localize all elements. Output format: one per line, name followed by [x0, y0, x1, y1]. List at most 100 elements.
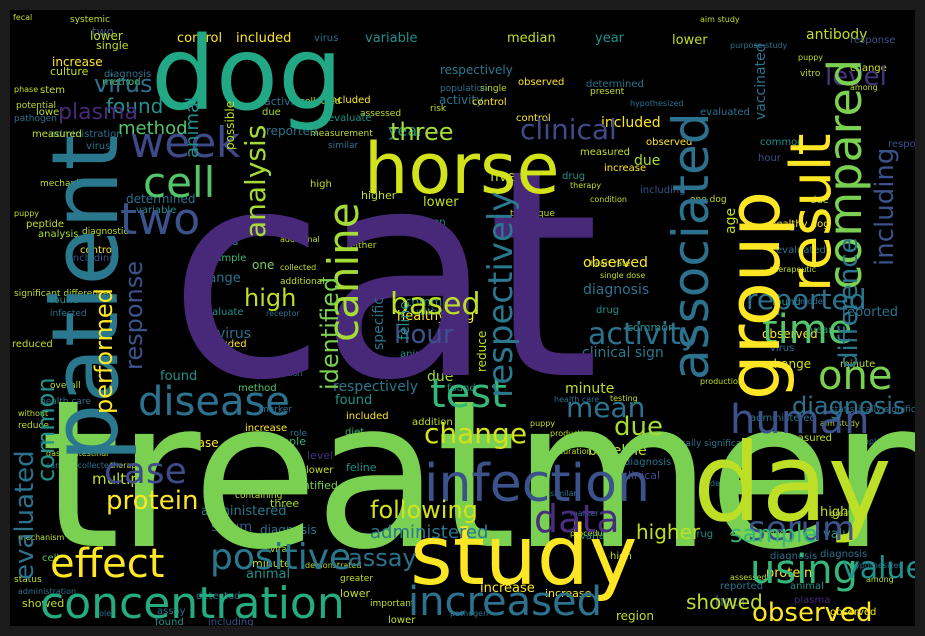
word: one: [252, 258, 275, 272]
word: healthy dog: [770, 219, 830, 230]
word: variable: [136, 205, 177, 216]
word: collected: [280, 263, 317, 272]
word: puppy: [798, 53, 824, 62]
word: either: [350, 241, 377, 251]
word: pathogen: [450, 609, 489, 618]
word: common: [405, 295, 458, 309]
word-activity: activity: [588, 317, 699, 352]
word-two: two: [120, 194, 201, 245]
word-animal: animal: [182, 96, 203, 158]
word: role: [96, 609, 112, 618]
word: determined: [126, 192, 196, 206]
word: method: [102, 77, 141, 88]
word: control: [177, 31, 223, 46]
word: significant difference: [14, 289, 109, 299]
word: region: [616, 609, 654, 623]
word: demonstrated: [305, 561, 362, 570]
word-analysis: analysis: [239, 124, 272, 238]
word: higher: [361, 189, 397, 202]
word: lower: [340, 587, 371, 600]
word: five: [490, 169, 516, 185]
word: puppy: [14, 209, 40, 218]
word: diagnosis: [104, 69, 152, 80]
word: including: [640, 185, 686, 196]
word-equine: possible: [223, 100, 237, 150]
word: detected: [196, 591, 241, 602]
word: lower: [388, 615, 416, 626]
word: determined: [586, 79, 644, 90]
word: technique: [510, 209, 555, 219]
word: observed: [583, 255, 648, 271]
word: role: [290, 429, 308, 439]
word: sample collected: [46, 461, 114, 470]
word: median: [507, 31, 556, 46]
word: respectively: [333, 379, 419, 395]
word: due: [427, 369, 454, 385]
word-response: response: [120, 260, 148, 370]
word: status: [14, 575, 42, 585]
word: containing: [235, 491, 283, 501]
word-assay: assay: [348, 544, 417, 572]
word-associated: associated: [662, 112, 720, 380]
word: addition: [412, 417, 453, 428]
word: risk: [430, 104, 447, 114]
word: sample: [266, 435, 306, 448]
word: included: [328, 95, 371, 106]
word: found: [50, 295, 79, 306]
word: hypothesized: [850, 561, 904, 570]
word-based: based: [390, 287, 481, 322]
word: viral: [270, 545, 290, 555]
word: virus: [314, 33, 339, 44]
word-week: week: [130, 118, 241, 167]
word: method: [238, 383, 277, 394]
word: year: [595, 31, 625, 46]
word: aim study: [700, 15, 740, 24]
word: overall: [50, 381, 81, 391]
word: minute: [565, 381, 615, 397]
word: additional: [280, 235, 320, 244]
word: control: [516, 113, 551, 124]
word: mechanism: [18, 533, 65, 542]
word-plasma: plasma: [58, 100, 138, 125]
word-study: study: [410, 509, 638, 604]
word-greater: reduce: [475, 330, 489, 372]
word: found: [335, 393, 373, 408]
word: based: [780, 535, 811, 546]
word: included: [601, 115, 661, 131]
word: peptide: [26, 219, 65, 230]
word: response: [888, 139, 915, 150]
word: variable: [580, 531, 621, 542]
word: additional: [280, 277, 325, 287]
word: population: [260, 369, 303, 378]
word: control: [80, 245, 115, 256]
word-specific: specific: [371, 297, 387, 350]
word: collected: [300, 97, 341, 107]
word: healthy dog: [397, 309, 475, 324]
word: due: [634, 153, 661, 169]
word: two: [92, 25, 114, 39]
word: systemic: [70, 15, 110, 25]
word: feline: [346, 461, 377, 474]
word: without: [18, 409, 49, 418]
word: control: [472, 97, 507, 108]
word: greater: [830, 509, 860, 518]
word: duration: [558, 447, 592, 456]
word: found: [160, 369, 198, 384]
word: increase: [604, 163, 647, 174]
word: greater: [340, 574, 374, 584]
word: serum: [211, 520, 253, 535]
word: one dog: [690, 195, 727, 205]
word: increase: [545, 587, 592, 600]
word: due: [810, 195, 829, 206]
word: respectively: [440, 63, 513, 77]
word-method: method: [118, 118, 188, 139]
word: change: [850, 63, 887, 74]
word: showed: [22, 597, 65, 610]
word: diagnosis: [624, 457, 672, 468]
word: testing: [610, 394, 638, 403]
word: among: [850, 83, 878, 92]
word: evaluate: [200, 307, 244, 318]
word: level: [307, 449, 334, 462]
word-reported: reported: [746, 283, 867, 316]
word: phase: [14, 85, 39, 94]
